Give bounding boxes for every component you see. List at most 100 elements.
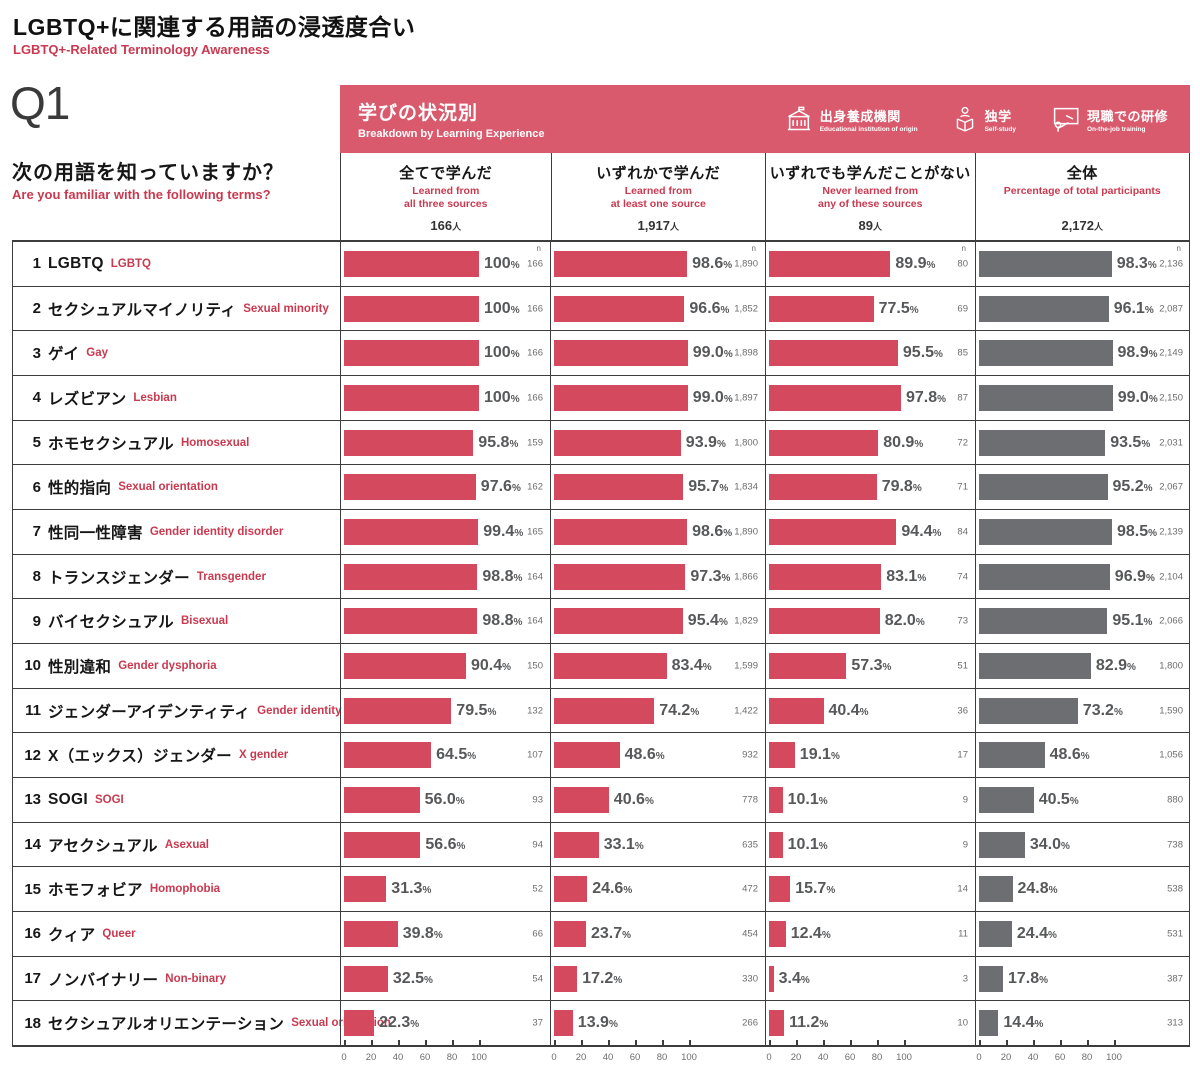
percent-label: 95.1%	[1112, 612, 1153, 630]
group-bar	[554, 250, 688, 277]
group-bar	[344, 697, 452, 724]
axis-tick-label: 40	[1027, 1052, 1039, 1063]
term-cell: 12 X（エックス）ジェンダー X gender	[12, 733, 340, 778]
term-cell: 11 ジェンダーアイデンティティ Gender identity	[12, 688, 342, 733]
term-label-ja: 性別違和	[48, 658, 112, 676]
column-title-ja: いずれかで学んだ	[596, 165, 721, 182]
percent-label: 48.6%	[1049, 746, 1090, 764]
n-value: 1,800	[1159, 660, 1183, 672]
table-row: 12 X（エックス）ジェンダー X gender 64.5% 107 48.6% 932 19…	[12, 733, 1189, 779]
bar-cell: 74.2% 1,422	[550, 688, 765, 733]
group-bar	[769, 340, 898, 367]
percent-label: 93.9%	[685, 433, 726, 451]
term-number: 8	[32, 568, 41, 586]
term-number: 14	[24, 836, 41, 854]
term-label-ja: LGBTQ	[48, 254, 104, 272]
table-row: 9 バイセクシュアル Bisexual 98.8% 164 95.4% 1,829 82.0%…	[12, 599, 1190, 645]
group-bar	[344, 608, 478, 635]
percent-label: 95.8%	[478, 433, 519, 451]
legend-label-en: Self-study	[984, 125, 1016, 133]
bar-cell: 77.5% 69	[765, 286, 975, 331]
axis-tick-label: 100	[681, 1052, 697, 1063]
axis-tick-label: 40	[817, 1052, 829, 1063]
group-bar	[344, 786, 420, 813]
n-value: 1,897	[734, 392, 758, 404]
term-number: 16	[24, 925, 41, 943]
bar-cell: 95.1% 2,066	[975, 599, 1190, 644]
group-bar	[344, 518, 479, 545]
term-number: 3	[32, 344, 41, 362]
n-value: 1,056	[1159, 749, 1183, 761]
table-body: 1 LGBTQ LGBTQ 100% 166 n 98.6% 1,890 n 89.9% 80 n 98…	[12, 240, 1190, 1047]
percent-sign: %	[1080, 751, 1090, 763]
axis-tick-label: 80	[446, 1052, 458, 1063]
term-number: 10	[24, 657, 41, 675]
axis-tick-label: 80	[656, 1052, 668, 1063]
percent-sign: %	[622, 929, 632, 941]
percent-label: 93.5%	[1110, 433, 1151, 451]
percent-label: 77.5%	[878, 299, 919, 317]
term-cell: 13 SOGI SOGI	[12, 778, 340, 822]
bar-cell: 100% 166	[340, 331, 550, 376]
percent-sign: %	[721, 572, 731, 584]
table-row: 7 性同一性障害 Gender identity disorder 99.4% 165 9…	[12, 510, 1189, 555]
percent-sign: %	[723, 393, 733, 405]
percent-sign: %	[1148, 527, 1158, 539]
legend-label-ja: 独学	[984, 108, 1012, 124]
bar-cell: 56.0% 93	[340, 778, 550, 822]
n-value: 2,149	[1159, 347, 1183, 359]
n-column-header: n	[961, 244, 966, 253]
bar-cell: 32.5% 54	[340, 956, 550, 1001]
term-number: 2	[32, 300, 41, 317]
axis-tick-label: 60	[629, 1052, 641, 1063]
percent-label: 96.9%	[1114, 567, 1155, 585]
percent-label: 40.4%	[828, 701, 869, 719]
group-bar	[344, 474, 476, 501]
n-value: 2,139	[1159, 526, 1183, 538]
group-bar	[769, 652, 847, 679]
term-number: 9	[32, 612, 41, 630]
bar-cell: 82.9% 1,800	[975, 644, 1190, 688]
percent-label: 94.4%	[901, 522, 942, 540]
n-value: 74	[957, 571, 968, 583]
percent-sign: %	[702, 661, 712, 673]
percent-sign: %	[510, 393, 520, 405]
term-label-ja: ジェンダーアイデンティティ	[48, 703, 251, 721]
term-cell: 16 クィア Queer	[12, 912, 340, 956]
n-value: 84	[957, 526, 968, 538]
legend-label-en: On-the-job training	[1086, 125, 1146, 133]
n-value: 72	[957, 437, 968, 449]
percent-label: 13.9%	[577, 1014, 618, 1032]
axis-tick	[1114, 1040, 1116, 1046]
group-bar	[769, 742, 795, 769]
axis-tick	[425, 1040, 427, 1046]
total-bar	[979, 295, 1109, 322]
bar-cell: 94.4% 84	[765, 510, 975, 554]
n-value: 1,852	[734, 303, 758, 314]
total-bar	[979, 920, 1012, 947]
n-value: 1,422	[734, 705, 758, 717]
term-label-en: Lesbian	[133, 391, 177, 404]
percent-label: 24.8%	[1017, 880, 1058, 898]
percent-sign: %	[467, 751, 477, 763]
bar-cell: 83.4% 1,599	[550, 644, 765, 688]
group-bar	[769, 429, 879, 456]
percent-sign: %	[723, 527, 733, 539]
n-value: 69	[957, 303, 968, 314]
n-value: 2,066	[1159, 615, 1183, 627]
term-label-ja: ゲイ	[48, 346, 80, 364]
percent-label: 98.9%	[1117, 344, 1158, 362]
percent-sign: %	[1143, 617, 1153, 629]
group-bar	[769, 965, 774, 992]
group-bar	[554, 697, 655, 724]
group-bar	[554, 608, 683, 635]
term-label-en: Transgender	[196, 570, 266, 583]
n-value: 1,890	[734, 258, 758, 270]
column-headers: 全てで学んだ Learned from all three sources 166…	[340, 153, 1190, 240]
percent-label: 98.6%	[692, 522, 733, 540]
percent-sign: %	[424, 974, 433, 986]
percent-label: 89.9%	[895, 254, 936, 272]
n-value: 454	[742, 928, 758, 940]
bar-cell: 98.6% 1,890	[550, 510, 765, 554]
term-label-ja: トランスジェンダー	[48, 569, 190, 587]
